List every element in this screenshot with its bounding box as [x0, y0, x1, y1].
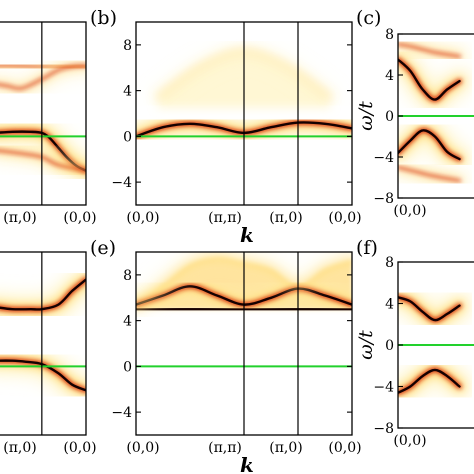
panel-label-f: (f) [356, 237, 378, 259]
y-tick-label-e-2: 4 [123, 314, 132, 330]
y-tick-label-c-2: 0 [385, 109, 394, 125]
band-c-2-core [398, 129, 461, 161]
y-tick-label-b-0: −4 [111, 175, 132, 191]
x-tick-label-b-2: (π,0) [269, 210, 302, 226]
y-tick-label-f-3: 4 [385, 297, 394, 313]
x-tick-label-a-1: (0,0) [63, 210, 96, 226]
y-tick-label-f-1: −4 [373, 380, 394, 396]
x-tick-label-d-0: (π,0) [3, 440, 36, 456]
y-tick-label-b-3: 8 [123, 38, 132, 54]
panel-label-e: (e) [90, 237, 116, 259]
y-tick-label-b-1: 0 [123, 129, 132, 145]
frame-d [0, 251, 87, 436]
y-tick-label-e-1: 0 [123, 359, 132, 375]
x-tick-label-e-2: (π,0) [269, 440, 302, 456]
band-f-0-core [398, 296, 461, 322]
y-tick-label-e-0: −4 [111, 405, 132, 421]
y-tick-label-f-0: −8 [373, 421, 394, 437]
panel-b: −4 0 4 8 (0,0) (π,π) (π,0) (0,0) [111, 21, 362, 226]
band-c-3-mid [398, 165, 461, 183]
panel-e: −4 0 4 8 (0,0) (π,π) (π,0) (0,0) [111, 251, 362, 456]
y-axis-label-f: ω/t [355, 330, 377, 360]
x-tick-label-e-1: (π,π) [208, 440, 242, 456]
x-tick-label-f-0: (0,0) [393, 433, 426, 449]
band-c-1-core [398, 58, 461, 101]
x-tick-label-c-0: (0,0) [393, 203, 426, 219]
y-axis-label-c: ω/t [355, 101, 377, 131]
band-f-1-core [398, 368, 461, 394]
panel-f: −8 −4 0 4 8 ω/t (0,0) [355, 255, 474, 449]
band-c-0-mid [398, 42, 461, 58]
y-tick-label-c-3: 4 [385, 68, 394, 84]
y-tick-label-b-2: 4 [123, 84, 132, 100]
x-tick-label-e-3: (0,0) [328, 440, 361, 456]
panel-label-c: (c) [356, 7, 381, 29]
panel-c: −8 −4 0 4 8 ω/t (0,0) [355, 27, 474, 219]
x-axis-label-bottom: k [240, 453, 254, 474]
panel-label-b: (b) [90, 7, 117, 29]
panel-d: (π,0) (0,0) [0, 251, 97, 456]
y-tick-label-f-2: 0 [385, 338, 394, 354]
frame-e [135, 251, 353, 436]
x-tick-label-d-1: (0,0) [63, 440, 96, 456]
x-axis-label-top: k [240, 223, 254, 247]
frame-a [0, 21, 87, 206]
x-tick-label-a-0: (π,0) [3, 210, 36, 226]
y-tick-label-c-0: −8 [373, 191, 394, 207]
panel-a: (π,0) (0,0) [0, 21, 97, 226]
x-tick-label-b-1: (π,π) [208, 210, 242, 226]
y-tick-label-c-1: −4 [373, 150, 394, 166]
x-tick-label-e-0: (0,0) [126, 440, 159, 456]
plot-area-d [0, 266, 86, 404]
plot-area-f [398, 284, 473, 406]
plot-area-c [398, 34, 473, 191]
y-tick-label-c-4: 8 [385, 27, 394, 43]
y-tick-label-f-4: 8 [385, 255, 394, 271]
x-tick-label-b-3: (0,0) [328, 210, 361, 226]
frame-b [135, 21, 353, 206]
y-tick-label-e-3: 8 [123, 268, 132, 284]
x-tick-label-b-0: (0,0) [126, 210, 159, 226]
plot-area-a [0, 55, 86, 184]
